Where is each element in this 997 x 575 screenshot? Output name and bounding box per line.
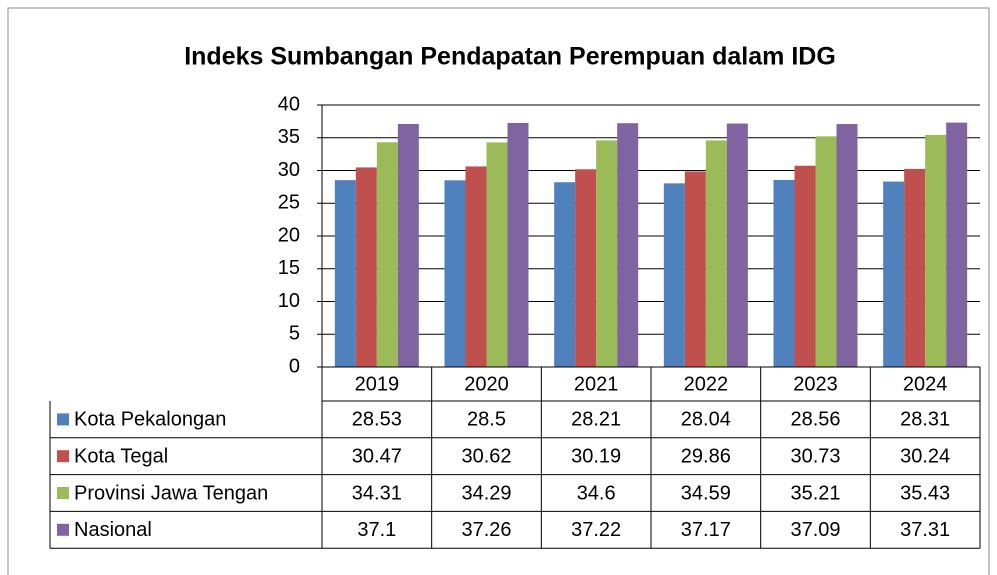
- table-value: 34.31: [352, 482, 402, 504]
- y-tick-label: 35: [278, 126, 300, 148]
- x-tick-label: 2024: [903, 373, 948, 395]
- bar: [596, 140, 618, 367]
- x-tick-label: 2020: [464, 373, 509, 395]
- y-tick-label: 30: [278, 159, 300, 181]
- bar: [946, 122, 968, 367]
- x-tick-label: 2021: [574, 373, 619, 395]
- x-tick-label: 2022: [684, 373, 729, 395]
- bar: [663, 183, 685, 367]
- bar: [397, 123, 419, 368]
- bar: [554, 182, 576, 367]
- table-value: 34.59: [681, 482, 731, 504]
- table-value: 37.09: [790, 519, 840, 541]
- bar: [575, 169, 597, 367]
- y-tick-label: 5: [289, 323, 300, 345]
- x-tick-label: 2023: [793, 373, 838, 395]
- table-value: 37.22: [571, 519, 621, 541]
- bar: [925, 134, 947, 367]
- table-value: 28.53: [352, 409, 402, 431]
- bar: [617, 123, 639, 367]
- legend-swatch: [57, 523, 69, 536]
- table-value: 37.26: [461, 519, 511, 541]
- bar: [705, 140, 727, 367]
- bar: [376, 142, 398, 367]
- legend-swatch: [57, 487, 69, 499]
- table-value: 37.1: [357, 519, 396, 541]
- bar: [904, 168, 926, 367]
- y-tick-label: 40: [278, 93, 300, 115]
- y-tick-label: 0: [289, 355, 300, 377]
- bar: [355, 167, 377, 367]
- legend-label: Nasional: [74, 519, 152, 541]
- table-value: 28.04: [681, 409, 731, 431]
- chart-title: Indeks Sumbangan Pendapatan Perempuan da…: [184, 43, 836, 71]
- table-value: 30.62: [461, 445, 511, 467]
- table-value: 37.17: [681, 519, 731, 541]
- table-value: 29.86: [681, 445, 731, 467]
- y-tick-label: 10: [278, 290, 300, 312]
- bar: [883, 181, 905, 367]
- table-value: 30.47: [352, 445, 402, 467]
- bar: [836, 124, 858, 367]
- table-value: 35.21: [790, 482, 840, 504]
- table-value: 35.43: [900, 482, 950, 504]
- bar: [794, 165, 816, 367]
- table-value: 28.31: [900, 409, 950, 431]
- x-tick-label: 2019: [355, 373, 400, 395]
- y-tick-label: 15: [278, 257, 300, 279]
- table-value: 34.6: [577, 482, 616, 504]
- bar: [815, 136, 837, 367]
- legend-label: Provinsi Jawa Tengan: [74, 482, 268, 504]
- table-value: 30.24: [900, 445, 950, 467]
- bar: [773, 179, 795, 367]
- y-tick-label: 25: [278, 192, 300, 214]
- bar: [444, 180, 466, 367]
- table-value: 28.5: [467, 409, 506, 431]
- bar: [684, 171, 706, 367]
- legend-swatch: [57, 450, 69, 463]
- bar: [334, 180, 356, 367]
- bar: [507, 122, 529, 368]
- legend-label: Kota Tegal: [74, 445, 168, 467]
- legend-swatch: [57, 413, 69, 426]
- table-value: 37.31: [900, 519, 950, 541]
- table-value: 34.29: [461, 482, 511, 504]
- bar: [726, 123, 748, 367]
- y-tick-label: 20: [278, 224, 300, 246]
- table-value: 28.56: [790, 409, 840, 431]
- table-value: 30.73: [790, 445, 840, 467]
- table-value: 28.21: [571, 409, 621, 431]
- bar: [486, 142, 508, 367]
- bar: [465, 166, 487, 367]
- legend-label: Kota Pekalongan: [74, 409, 226, 431]
- table-value: 30.19: [571, 445, 621, 467]
